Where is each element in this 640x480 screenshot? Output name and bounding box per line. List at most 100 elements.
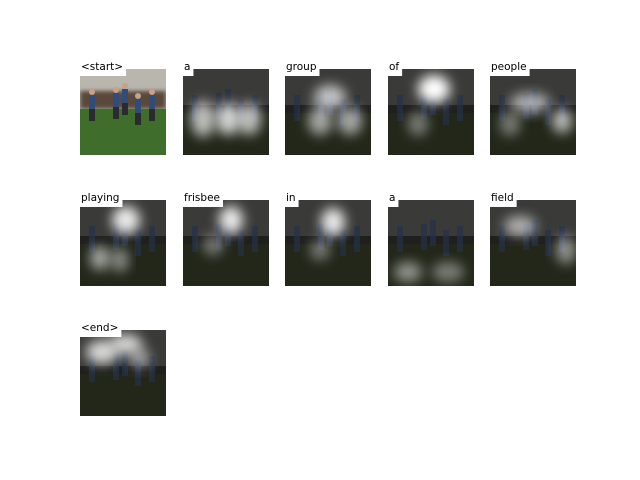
person: [318, 224, 324, 250]
attention-glow: [130, 348, 150, 368]
word-label: people: [491, 61, 527, 73]
attention-glow: [432, 262, 464, 282]
person: [523, 224, 529, 250]
word-label: a: [389, 192, 395, 204]
panel-image: [388, 69, 474, 155]
person-legs: [122, 103, 128, 115]
person: [192, 226, 198, 252]
attention-glow: [90, 246, 110, 270]
person: [421, 93, 427, 119]
panel-image: [490, 200, 576, 286]
person-head: [149, 89, 155, 95]
panel-image: [80, 69, 166, 155]
person: [89, 356, 95, 382]
attention-glow: [500, 112, 520, 136]
person: [532, 220, 538, 246]
person: [443, 230, 449, 256]
attention-glow: [504, 216, 536, 236]
person: [225, 89, 231, 115]
panel-image: [490, 69, 576, 155]
panel: people: [490, 59, 576, 155]
person: [545, 99, 551, 125]
label-box: [285, 190, 299, 207]
panel-image: [285, 200, 371, 286]
panel-image: [80, 330, 166, 416]
person: [135, 99, 141, 113]
person-head: [135, 93, 141, 99]
person: [135, 230, 141, 256]
person-legs: [135, 113, 141, 125]
panel: of: [388, 59, 474, 155]
label-box: [80, 59, 127, 76]
person: [113, 224, 119, 250]
person: [340, 230, 346, 256]
person: [499, 226, 505, 252]
person: [294, 226, 300, 252]
panel: <end>: [80, 320, 166, 416]
person: [354, 95, 360, 121]
person: [122, 350, 128, 376]
person: [113, 93, 119, 107]
word-label: in: [286, 192, 296, 204]
attention-glow: [321, 208, 345, 236]
person: [149, 95, 155, 109]
attention-glow: [110, 334, 142, 354]
panel: a: [388, 190, 474, 286]
label-box: [285, 59, 320, 76]
person: [354, 226, 360, 252]
person: [294, 95, 300, 121]
person: [113, 354, 119, 380]
person: [149, 226, 155, 252]
attention-glow: [237, 103, 261, 135]
person-legs: [113, 107, 119, 119]
panel: group: [285, 59, 371, 155]
label-box: [183, 190, 223, 207]
label-box: [388, 190, 399, 207]
person: [430, 220, 436, 246]
attention-glow: [219, 206, 243, 234]
panel-image: [285, 69, 371, 155]
attention-glow: [394, 262, 422, 282]
person-legs: [149, 109, 155, 121]
attention-glow: [112, 248, 128, 272]
attention-glow: [203, 235, 223, 255]
attention-glow: [308, 107, 332, 135]
attention-glow: [510, 93, 550, 113]
panel: field: [490, 190, 576, 286]
person: [397, 226, 403, 252]
attention-glow: [556, 236, 576, 264]
person: [545, 230, 551, 256]
panel-image: [80, 200, 166, 286]
person: [89, 226, 95, 252]
person: [421, 224, 427, 250]
attention-glow: [310, 240, 330, 260]
person: [122, 89, 128, 103]
person: [443, 99, 449, 125]
attention-glow: [338, 107, 362, 135]
label-box: [80, 320, 122, 337]
word-label: <end>: [81, 322, 118, 334]
panel: a: [183, 59, 269, 155]
attention-glow: [418, 75, 450, 103]
attention-glow: [112, 206, 140, 234]
person-head: [89, 89, 95, 95]
attention-glow: [86, 340, 118, 364]
label-box: [490, 190, 517, 207]
person: [135, 360, 141, 386]
person: [216, 93, 222, 119]
panel: playing: [80, 190, 166, 286]
panel-image: [388, 200, 474, 286]
person-head: [113, 87, 119, 93]
attention-glow: [314, 85, 346, 109]
person: [559, 95, 565, 121]
word-label: field: [491, 192, 514, 204]
person: [149, 356, 155, 382]
panel-image: [183, 69, 269, 155]
person: [252, 226, 258, 252]
attention-glow: [216, 103, 240, 135]
person: [89, 95, 95, 109]
word-label: of: [389, 61, 399, 73]
word-label: <start>: [81, 61, 123, 73]
label-box: [80, 190, 123, 207]
